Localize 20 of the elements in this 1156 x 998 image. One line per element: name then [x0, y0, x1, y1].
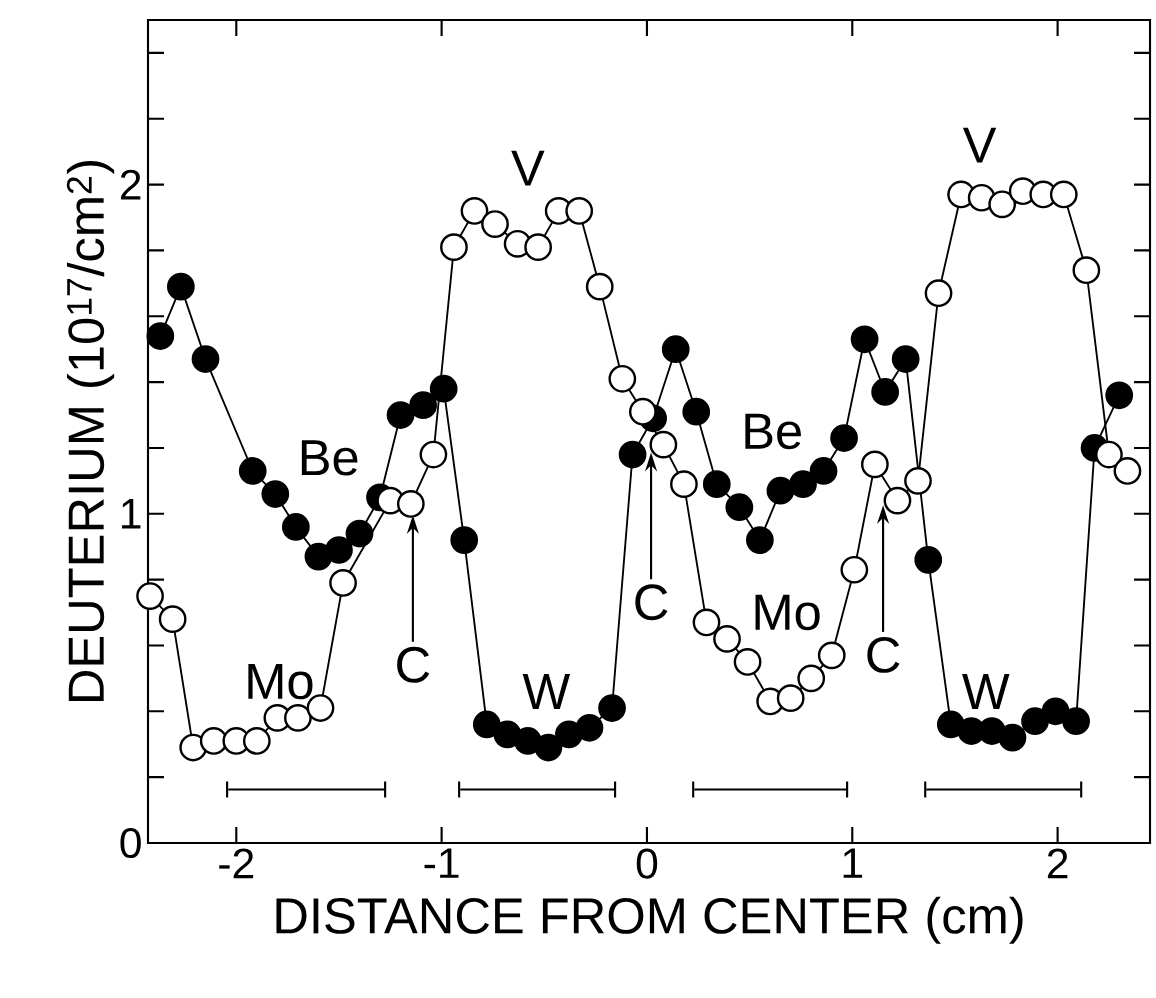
- y-tick-label: 1: [122, 499, 141, 529]
- y-axis-title: DEUTERIUM (10$^{17}$/cm$^{2}$): [66, 160, 115, 702]
- x-tick-label: 0: [636, 848, 658, 879]
- annotation: C: [397, 646, 430, 683]
- annotation: Mo: [248, 664, 313, 700]
- x-tick-label: 2: [1047, 848, 1068, 879]
- annotation: C: [867, 636, 900, 673]
- y-tick-label: 2: [120, 169, 141, 200]
- x-tick-label: -1: [424, 848, 459, 878]
- annotation: C: [635, 584, 668, 621]
- annotation: W: [962, 674, 1010, 709]
- annotation: Be: [745, 413, 801, 450]
- annotation: Be: [301, 440, 358, 476]
- annotation: V: [962, 127, 997, 163]
- annotation: Mo: [755, 594, 820, 631]
- x-tick-label: -2: [219, 848, 254, 879]
- annotation: V: [511, 150, 545, 186]
- x-tick-label: 1: [843, 848, 863, 878]
- x-axis-title: DISTANCE FROM CENTER (cm): [276, 896, 1023, 944]
- annotation: W: [522, 674, 571, 709]
